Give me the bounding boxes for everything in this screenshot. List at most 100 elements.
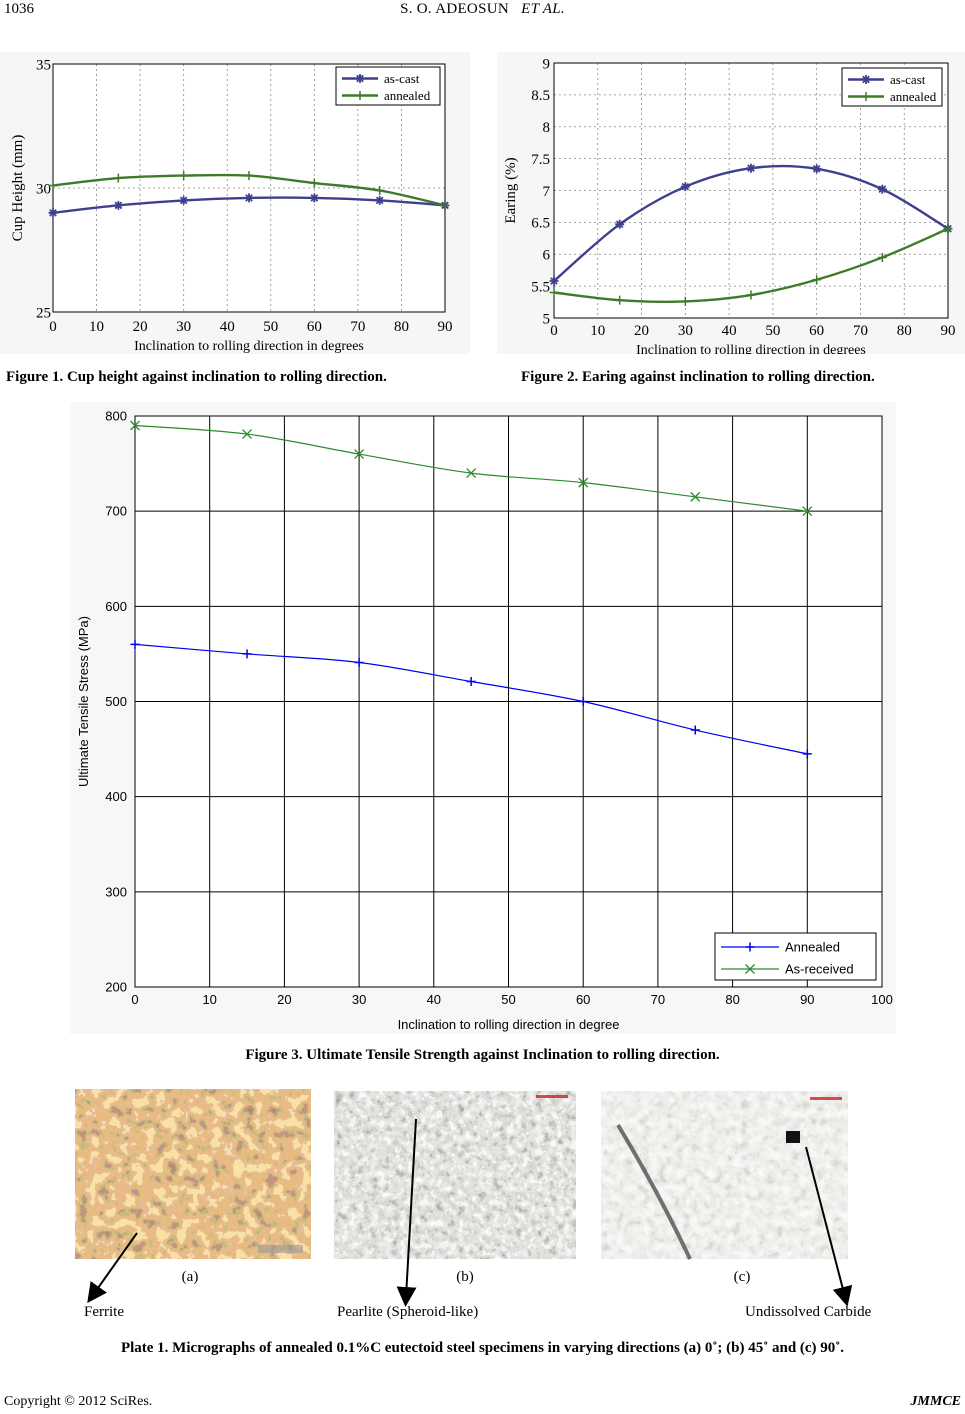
fig3-legend-marker [745, 942, 755, 952]
fig2-y-tick-label: 9 [543, 56, 551, 72]
fig3-data-point [242, 649, 252, 659]
fig2-data-point [943, 224, 953, 234]
fig2-data-point [615, 219, 625, 229]
fig1-y-tick-label: 35 [36, 57, 51, 73]
fig2-y-tick-label: 6.5 [531, 216, 550, 232]
annotation-ferrite: Ferrite [84, 1304, 124, 1320]
fig2-y-tick-label: 5 [543, 311, 551, 327]
fig2-x-tick-label: 60 [809, 323, 824, 339]
fig3-data-point [354, 449, 365, 460]
fig1-x-tick-label: 50 [263, 319, 278, 335]
fig2-x-tick-label: 70 [853, 323, 868, 339]
fig1-x-axis-label: Inclination to rolling direction in degr… [134, 339, 364, 354]
fig3-data-point [354, 657, 364, 667]
fig1-data-point [244, 193, 254, 203]
fig2-data-point [812, 275, 822, 285]
fig1-data-point [179, 171, 189, 181]
fig2-y-tick-label: 8 [543, 120, 551, 136]
fig1-x-tick-label: 40 [220, 319, 235, 335]
fig1-x-tick-label: 90 [438, 319, 453, 335]
fig3-y-tick-label: 300 [105, 884, 127, 899]
carbide-arrow [805, 1146, 853, 1307]
fig2-data-point [877, 252, 887, 262]
fig2-y-tick-label: 8.5 [531, 88, 550, 104]
ferrite-arrow [87, 1232, 138, 1304]
fig1-legend-marker [355, 74, 365, 83]
fig3-x-tick-label: 60 [576, 992, 590, 1007]
fig2-x-tick-label: 30 [678, 323, 693, 339]
fig3-series-as-received [130, 420, 813, 517]
fig1-y-tick-label: 25 [36, 305, 51, 321]
fig2-legend-label: as-cast [890, 72, 926, 87]
fig3-series-annealed [130, 639, 812, 759]
fig3-data-point [130, 420, 140, 431]
fig3-y-tick-label: 800 [105, 409, 127, 424]
fig3-x-tick-label: 30 [352, 992, 366, 1007]
fig3-x-tick-label: 20 [277, 992, 291, 1007]
annotation-carbide: Undissolved Carbide [745, 1304, 872, 1320]
fig1-x-tick-label: 10 [89, 319, 104, 335]
fig2-y-tick-label: 7 [543, 184, 551, 200]
fig2-data-point [746, 163, 756, 173]
fig1-x-tick-label: 60 [307, 319, 322, 335]
fig1-x-tick-label: 20 [133, 319, 148, 335]
fig1-legend-label: as-cast [384, 71, 420, 86]
fig2-legend-marker [861, 75, 871, 84]
fig3-y-tick-label: 400 [105, 789, 127, 804]
fig2-legend-marker [861, 92, 871, 101]
fig3-data-point [466, 468, 477, 479]
micrograph-c [601, 1091, 848, 1260]
micrograph-a [75, 1089, 311, 1259]
fig3-legend-label: Annealed [785, 940, 840, 955]
fig3-x-tick-label: 40 [427, 992, 441, 1007]
fig3-y-tick-label: 500 [105, 694, 127, 709]
fig3-legend-box [714, 932, 877, 981]
fig2-data-point [549, 276, 559, 286]
fig1-x-tick-label: 0 [49, 319, 57, 335]
fig1-data-point [375, 195, 385, 205]
fig3-data-point [578, 477, 589, 488]
fig2-axes-frame [553, 62, 949, 319]
plate-label-b: (b) [456, 1269, 474, 1285]
fig1-data-point [48, 181, 58, 191]
footer-copyright: Copyright © 2012 SciRes. [4, 1394, 153, 1409]
fig2-data-point [746, 290, 756, 300]
fig1-legend: as-cast annealed [335, 66, 441, 106]
annotation-pearlite: Pearlite (Spheroid-like) [337, 1304, 479, 1320]
fig3-data-point [466, 677, 476, 687]
fig1-data-point [113, 200, 123, 210]
fig3-data-point [690, 725, 700, 735]
fig2-data-point [680, 296, 690, 306]
fig2-x-tick-label: 90 [941, 323, 956, 339]
fig2-legend: as-cast annealed [841, 67, 943, 107]
fig1-data-point [179, 195, 189, 205]
fig2-y-axis-label: Earing (%) [503, 157, 519, 223]
fig3-y-tick-label: 600 [105, 599, 127, 614]
fig3-data-point [130, 639, 140, 649]
fig2-legend-label: annealed [890, 89, 937, 104]
fig3-legend: Annealed As-received [714, 932, 877, 981]
fig2-x-tick-label: 10 [590, 323, 605, 339]
fig3-x-tick-label: 0 [131, 992, 138, 1007]
fig2-data-point [549, 288, 559, 297]
fig1-y-axis-label: Cup Height (mm) [10, 135, 26, 242]
fig2-legend-box [841, 67, 943, 107]
fig2-y-tick-label: 7.5 [531, 152, 550, 168]
fig2-y-tick-label: 6 [543, 248, 551, 264]
plate-label-c: (c) [733, 1269, 751, 1285]
fig1-data-point [48, 208, 58, 218]
plate-label-a: (a) [181, 1269, 199, 1285]
fig3-x-tick-label: 80 [725, 992, 739, 1007]
fig3-y-tick-label: 200 [105, 980, 127, 995]
fig1-data-point [309, 178, 319, 188]
running-title: S. O. ADEOSUN ET AL. [0, 1, 965, 18]
fig2-x-tick-label: 20 [634, 323, 649, 339]
fig1-y-tick-label: 30 [36, 181, 51, 197]
fig2-series-as-cast [549, 163, 953, 286]
fig1-x-tick-label: 30 [176, 319, 191, 335]
fig2-series-annealed [549, 224, 953, 306]
fig1-legend-marker [355, 91, 365, 100]
running-title-authors: S. O. ADEOSUN [400, 1, 509, 17]
page-number: 1036 [4, 1, 34, 17]
fig3-legend-label: As-received [785, 962, 854, 977]
